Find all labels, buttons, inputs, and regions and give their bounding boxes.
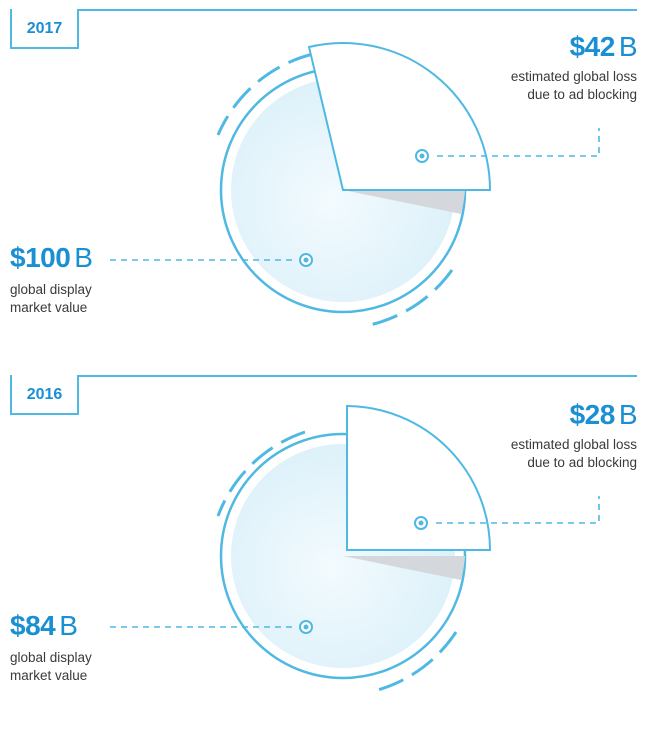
loss-leader-line <box>437 128 600 157</box>
market-marker-dot <box>303 624 309 630</box>
year-rule <box>10 375 637 377</box>
loss-caption-line1: estimated global loss <box>510 69 637 84</box>
market-caption-line2: market value <box>10 668 88 683</box>
market-annotation: $84 B global display market value <box>10 611 92 685</box>
loss-slice-shadow <box>343 556 465 580</box>
market-annotation: $100 B global display market value <box>10 242 93 317</box>
loss-caption-line1: estimated global loss <box>510 437 637 452</box>
loss-value: $28 <box>569 399 616 430</box>
outer-arc-bottom <box>364 269 454 328</box>
market-value-label: $100 B <box>10 242 93 273</box>
outer-arc-bottom <box>369 631 458 694</box>
loss-annotation: $28 B estimated global loss due to ad bloc… <box>511 399 638 472</box>
market-caption-line2: market value <box>10 300 88 315</box>
loss-caption-line2: due to ad blocking <box>527 455 637 470</box>
outer-arc-top <box>216 430 306 517</box>
market-unit: B <box>59 610 78 641</box>
loss-slice-shadow <box>343 190 465 214</box>
market-value: $84 <box>10 610 56 641</box>
market-value: $100 <box>10 242 71 273</box>
loss-value-label: $28 B <box>511 399 638 430</box>
loss-value: $42 <box>569 31 616 62</box>
outer-arc-top <box>216 52 314 136</box>
year-rule <box>10 9 637 11</box>
loss-value-label: $42 B <box>511 31 638 62</box>
market-caption-line1: global display <box>10 650 92 665</box>
loss-leader-line <box>436 496 600 524</box>
market-caption-line1: global display <box>10 282 92 297</box>
panel-2017: 2017 $42 B estimated global loss due to ad… <box>0 0 655 370</box>
loss-caption: estimated global loss due to ad blocking <box>511 68 637 104</box>
loss-unit: B <box>618 31 638 62</box>
loss-slice <box>307 42 492 191</box>
market-value-label: $84 B <box>10 611 92 641</box>
loss-unit: B <box>618 399 638 430</box>
loss-caption-line2: due to ad blocking <box>527 87 637 102</box>
market-caption: global display market value <box>10 649 92 685</box>
loss-annotation: $42 B estimated global loss due to ad bloc… <box>511 31 638 104</box>
year-label: 2017 <box>10 9 79 49</box>
loss-marker-dot <box>418 520 424 526</box>
pie-chart-2016 <box>110 404 600 694</box>
loss-caption: estimated global loss due to ad blocking <box>511 436 637 472</box>
loss-marker-dot <box>419 153 425 159</box>
loss-slice <box>346 404 492 551</box>
panel-2016: 2016 $28 B estimated global loss due to ad… <box>0 366 655 746</box>
market-unit: B <box>74 242 93 273</box>
market-caption: global display market value <box>10 281 92 317</box>
market-marker-dot <box>303 257 309 263</box>
pie-chart-2017 <box>110 42 600 328</box>
year-label: 2016 <box>10 375 79 415</box>
